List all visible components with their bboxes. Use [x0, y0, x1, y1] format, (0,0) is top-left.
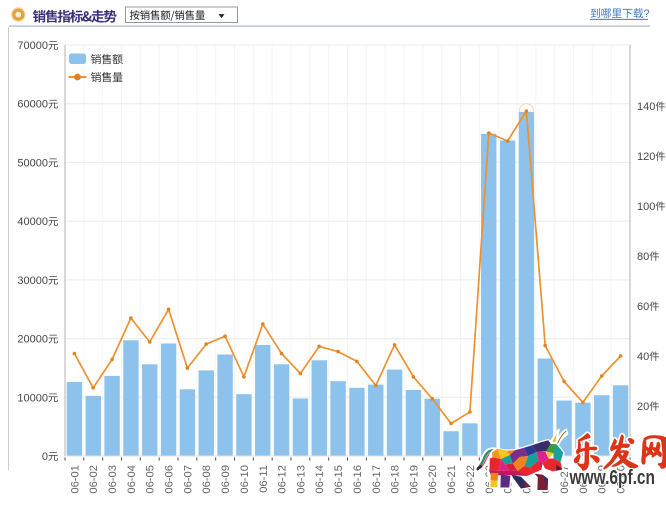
- svg-text:06-15: 06-15: [333, 465, 345, 494]
- svg-text:06-04: 06-04: [126, 465, 138, 494]
- svg-text:20: 20: [637, 401, 649, 413]
- svg-text:10000: 10000: [17, 392, 48, 404]
- svg-text:140: 140: [637, 101, 655, 113]
- svg-text:06-06: 06-06: [164, 465, 176, 494]
- svg-text:60: 60: [637, 301, 649, 313]
- svg-text:?: ?: [644, 8, 650, 20]
- svg-text:06-03: 06-03: [107, 465, 119, 494]
- svg-text:06-13: 06-13: [295, 465, 307, 494]
- svg-text:06-22: 06-22: [465, 465, 477, 494]
- svg-text:20000: 20000: [17, 334, 48, 346]
- svg-text:40: 40: [637, 351, 649, 363]
- svg-text:50000: 50000: [17, 157, 48, 169]
- svg-text:06-14: 06-14: [314, 465, 326, 494]
- svg-text:70000: 70000: [17, 40, 48, 52]
- svg-text:80: 80: [637, 251, 649, 263]
- svg-text:06-01: 06-01: [69, 465, 81, 494]
- svg-text:120: 120: [637, 151, 655, 163]
- svg-text:06-19: 06-19: [408, 465, 420, 494]
- svg-text:06-30: 06-30: [616, 465, 628, 494]
- svg-text:100: 100: [637, 201, 655, 213]
- svg-text:06-20: 06-20: [427, 465, 439, 494]
- svg-text:06-28: 06-28: [578, 465, 590, 494]
- svg-text:06-27: 06-27: [559, 465, 571, 494]
- svg-text:06-08: 06-08: [201, 465, 213, 494]
- svg-text:06-29: 06-29: [597, 465, 609, 494]
- svg-text:06-12: 06-12: [277, 465, 289, 494]
- svg-text:06-05: 06-05: [145, 465, 157, 494]
- svg-text:06-07: 06-07: [182, 465, 194, 494]
- svg-text:www.6pf.cn: www.6pf.cn: [569, 466, 655, 489]
- svg-text:06-16: 06-16: [352, 465, 364, 494]
- svg-text:0: 0: [42, 451, 48, 463]
- svg-text:06-10: 06-10: [239, 465, 251, 494]
- svg-text:40000: 40000: [17, 216, 48, 228]
- svg-text:06-21: 06-21: [446, 465, 458, 494]
- svg-text:06-11: 06-11: [258, 465, 270, 493]
- svg-text:30000: 30000: [17, 275, 48, 287]
- svg-text:06-09: 06-09: [220, 465, 232, 494]
- svg-text:60000: 60000: [17, 99, 48, 111]
- svg-text:06-02: 06-02: [88, 465, 100, 494]
- svg-text:06-17: 06-17: [371, 465, 383, 494]
- svg-text:06-18: 06-18: [390, 465, 402, 494]
